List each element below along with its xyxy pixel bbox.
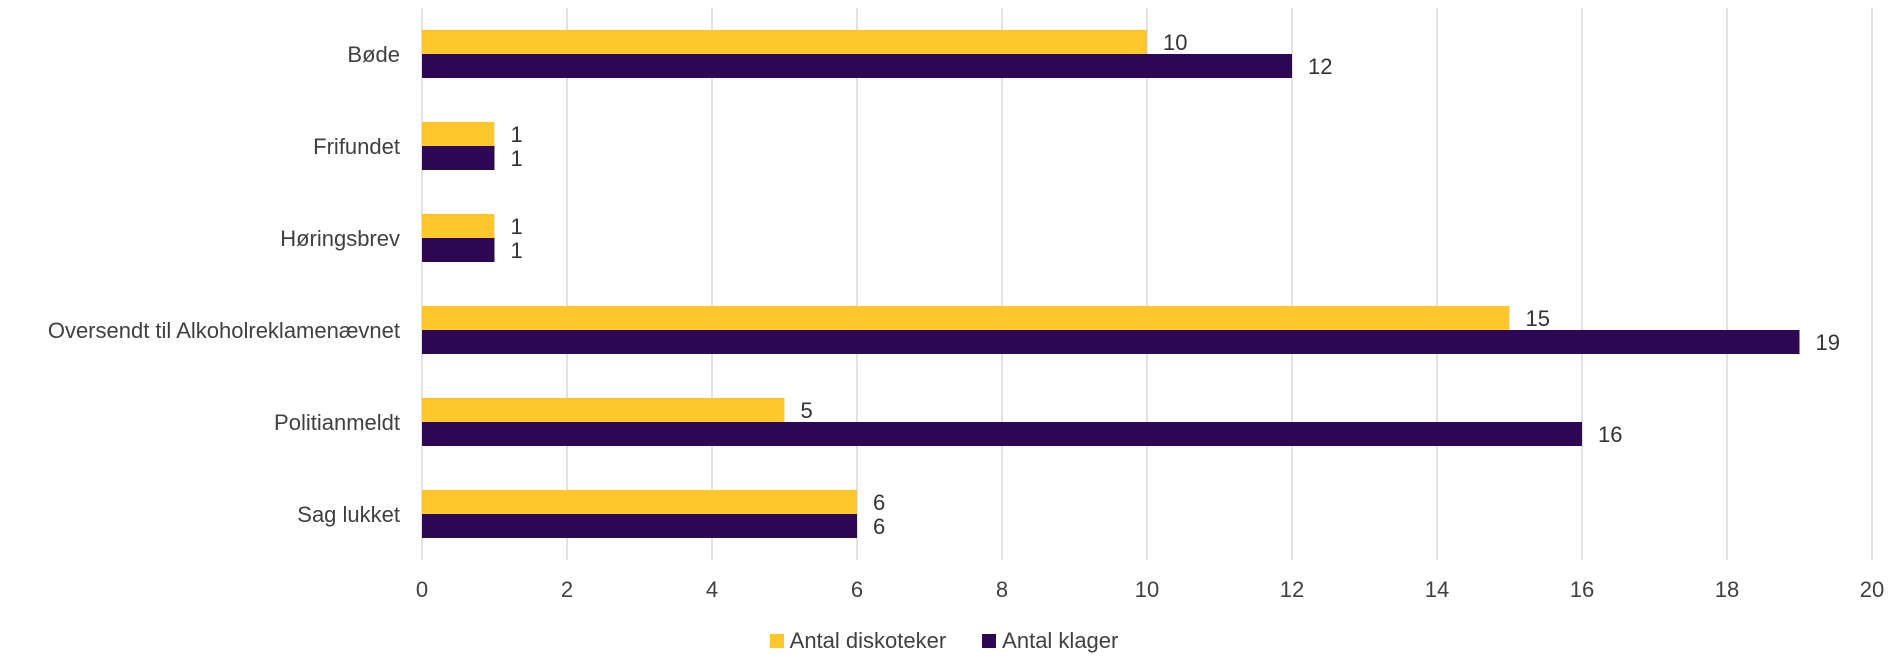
category-label: Oversendt til Alkoholreklamenævnet — [48, 318, 400, 343]
bar — [422, 422, 1582, 446]
data-label: 6 — [873, 514, 885, 539]
bar — [422, 54, 1292, 78]
x-tick-label: 10 — [1135, 577, 1159, 602]
x-tick-label: 4 — [706, 577, 718, 602]
legend-item: Antal klager — [982, 628, 1118, 654]
x-tick-label: 20 — [1860, 577, 1884, 602]
category-label: Frifundet — [313, 134, 400, 159]
data-label: 10 — [1163, 30, 1187, 55]
data-label: 15 — [1526, 306, 1550, 331]
bar — [422, 238, 495, 262]
data-label: 1 — [511, 238, 523, 263]
bar — [422, 306, 1510, 330]
data-label: 1 — [511, 146, 523, 171]
bar — [422, 514, 857, 538]
x-tick-label: 0 — [416, 577, 428, 602]
legend-swatch — [769, 634, 784, 648]
category-label: Bøde — [347, 42, 400, 67]
legend-item: Antal diskoteker — [769, 628, 947, 654]
legend-label: Antal klager — [1002, 628, 1119, 653]
data-label: 12 — [1308, 54, 1332, 79]
bar — [422, 146, 495, 170]
data-label: 19 — [1816, 330, 1840, 355]
bar — [422, 122, 495, 146]
bar — [422, 490, 857, 514]
bar — [422, 330, 1800, 354]
x-tick-label: 14 — [1425, 577, 1449, 602]
data-label: 5 — [801, 398, 813, 423]
x-tick-label: 8 — [996, 577, 1008, 602]
bar — [422, 214, 495, 238]
category-label: Sag lukket — [297, 502, 400, 527]
x-tick-label: 16 — [1570, 577, 1594, 602]
x-tick-label: 2 — [561, 577, 573, 602]
data-label: 6 — [873, 490, 885, 515]
legend: Antal diskoteker Antal klager — [0, 628, 1888, 654]
legend-swatch — [982, 634, 997, 648]
x-tick-label: 18 — [1715, 577, 1739, 602]
bar — [422, 30, 1147, 54]
category-label: Politianmeldt — [274, 410, 400, 435]
data-label: 1 — [511, 214, 523, 239]
category-label: Høringsbrev — [280, 226, 400, 251]
x-tick-label: 12 — [1280, 577, 1304, 602]
data-label: 16 — [1598, 422, 1622, 447]
legend-label: Antal diskoteker — [789, 628, 947, 653]
data-label: 1 — [511, 122, 523, 147]
x-tick-label: 6 — [851, 577, 863, 602]
bar — [422, 398, 785, 422]
